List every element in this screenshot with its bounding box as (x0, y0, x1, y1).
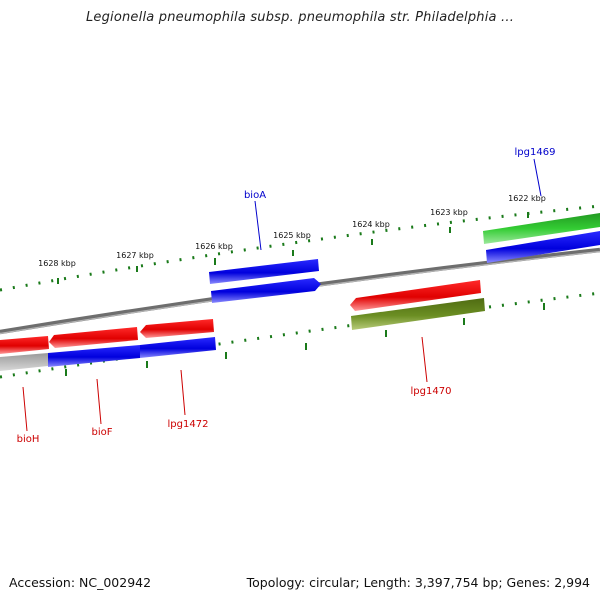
gene-bioA-forward (209, 259, 319, 284)
label-bioF[interactable]: bioF (92, 427, 113, 438)
major-ticks-outer (57, 212, 529, 284)
scale-label-1626: 1626 kbp (195, 242, 233, 251)
scale-label-1627: 1627 kbp (116, 251, 154, 260)
label-lpg1472[interactable]: lpg1472 (168, 419, 209, 430)
scale-label-1625: 1625 kbp (273, 231, 311, 240)
gene-bioF-cds (48, 345, 140, 367)
gene-lpg1472-reverse (140, 319, 214, 338)
inner-tick-arc (0, 291, 600, 379)
gene-lpg1469-cds (486, 231, 600, 263)
gene-bioF-reverse (49, 327, 138, 348)
gene-bioH-reverse (0, 336, 49, 354)
scale-label-1622: 1622 kbp (508, 194, 546, 203)
scale-label-1623: 1623 kbp (430, 208, 468, 217)
gene-lpg1470-reverse (350, 280, 481, 311)
label-lpg1470[interactable]: lpg1470 (411, 386, 452, 397)
gene-bioA-cds (211, 278, 321, 303)
gene-bioH-other (0, 353, 48, 371)
outer-tick-arc (0, 204, 600, 292)
map-title: Legionella pneumophila subsp. pneumophil… (85, 10, 515, 25)
gene-lpg1472-cds (140, 337, 216, 358)
gene-lpg1469-rna (483, 213, 600, 244)
major-ticks-inner (65, 303, 545, 376)
label-leaders (22, 158, 542, 432)
label-lpg1469[interactable]: lpg1469 (515, 147, 556, 158)
gene-lpg1470-other (351, 298, 485, 330)
label-bioH[interactable]: bioH (17, 434, 40, 445)
scale-label-1628: 1628 kbp (38, 259, 76, 268)
topology-text: Topology: circular; Length: 3,397,754 bp… (246, 575, 590, 590)
label-bioA[interactable]: bioA (244, 190, 266, 201)
accession-text: Accession: NC_002942 (9, 575, 152, 590)
scale-label-1624: 1624 kbp (352, 220, 390, 229)
